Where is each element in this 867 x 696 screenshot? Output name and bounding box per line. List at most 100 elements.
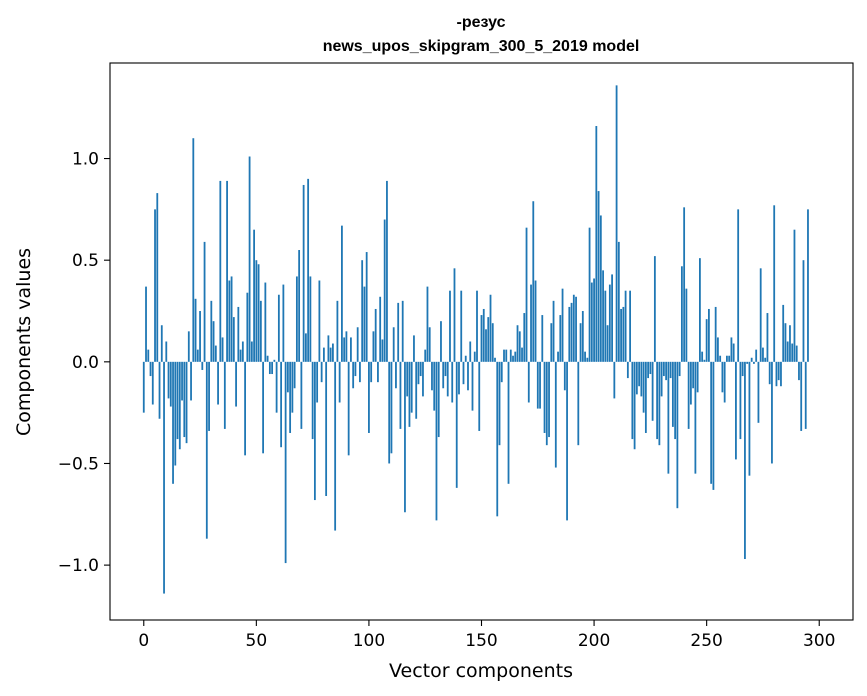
bar-component-53: [262, 361, 264, 454]
bar-component-132: [440, 321, 442, 362]
bar-component-128: [431, 361, 433, 391]
bar-component-273: [757, 361, 760, 423]
bar-component-37: [226, 180, 228, 362]
bar-component-44: [241, 341, 244, 362]
bar-component-251: [708, 308, 710, 362]
bar-component-232: [665, 361, 668, 381]
bar-component-17: [181, 361, 183, 401]
bar-component-287: [789, 325, 791, 362]
x-tick-label: 150: [465, 631, 497, 651]
bar-component-172: [530, 284, 532, 362]
bar-component-119: [410, 361, 413, 413]
bar-component-60: [277, 294, 280, 362]
bar-component-69: [298, 250, 301, 362]
bar-component-234: [669, 361, 672, 379]
bar-component-72: [304, 333, 307, 362]
bar-component-134: [444, 361, 447, 377]
bar-component-79: [320, 361, 323, 383]
bar-component-268: [746, 361, 749, 364]
bar-component-141: [460, 290, 463, 362]
bar-component-11: [167, 361, 170, 399]
bar-component-180: [548, 361, 550, 438]
bar-component-258: [723, 361, 726, 403]
bar-component-40: [232, 317, 235, 362]
bar-component-181: [550, 323, 553, 362]
bar-component-177: [541, 315, 544, 362]
bar-component-248: [701, 351, 704, 362]
bar-component-197: [586, 357, 589, 362]
bar-component-272: [755, 349, 758, 362]
bar-component-167: [518, 331, 521, 362]
bar-component-244: [692, 361, 695, 389]
bar-component-158: [498, 361, 501, 446]
bar-component-91: [347, 361, 350, 456]
bar-component-293: [802, 260, 805, 362]
bar-component-202: [597, 191, 600, 362]
bar-component-236: [674, 361, 677, 440]
bar-component-278: [768, 361, 771, 385]
bar-component-254: [714, 306, 717, 362]
bar-component-131: [437, 361, 440, 438]
y-tick-label: 1.0: [72, 150, 99, 170]
bar-component-56: [268, 361, 271, 375]
bar-component-261: [730, 337, 733, 362]
bar-component-190: [570, 302, 573, 362]
bar-component-238: [678, 361, 681, 377]
bar-component-73: [307, 178, 310, 362]
bar-component-68: [295, 276, 298, 362]
bar-component-27: [203, 241, 206, 362]
bar-component-230: [660, 361, 663, 397]
bar-component-237: [676, 361, 679, 509]
bar-component-77: [316, 361, 319, 403]
y-tick-label: −1.0: [58, 556, 99, 576]
bar-component-20: [187, 331, 190, 362]
bar-component-147: [473, 351, 476, 362]
bar-component-71: [302, 184, 305, 362]
bar-component-61: [280, 361, 283, 448]
bar-component-204: [602, 270, 604, 362]
bar-component-92: [350, 337, 352, 362]
bar-component-18: [183, 361, 186, 438]
bar-component-196: [584, 351, 586, 362]
bar-component-154: [489, 294, 492, 362]
bar-component-189: [568, 306, 571, 362]
bar-component-64: [286, 361, 289, 393]
bar-component-108: [386, 180, 388, 362]
bar-component-23: [194, 298, 197, 362]
x-tick-label: 300: [803, 631, 835, 651]
bar-component-31: [212, 321, 215, 362]
bar-component-224: [647, 361, 650, 379]
bar-component-219: [635, 361, 638, 395]
bar-component-143: [464, 355, 467, 362]
bar-component-15: [176, 361, 179, 440]
x-tick-label: 200: [578, 631, 610, 651]
bar-component-193: [577, 361, 580, 446]
bar-component-135: [446, 361, 449, 397]
bar-component-42: [237, 306, 240, 362]
bar-component-262: [732, 343, 735, 362]
bar-component-221: [640, 361, 643, 397]
bar-component-188: [566, 361, 568, 521]
bar-component-171: [527, 361, 530, 403]
chart-subtitle: news_upos_skipgram_300_5_2019 model: [323, 38, 640, 55]
bar-component-112: [395, 361, 397, 389]
bar-component-203: [599, 215, 602, 362]
bar-component-185: [559, 315, 562, 362]
bar-component-22: [192, 138, 195, 362]
bar-component-95: [356, 327, 359, 362]
bar-component-192: [575, 296, 577, 362]
bar-component-145: [469, 341, 472, 362]
bar-component-269: [748, 361, 751, 476]
bar-component-8: [160, 325, 163, 362]
bar-component-93: [352, 361, 355, 389]
bar-component-155: [491, 323, 494, 362]
bar-component-270: [750, 357, 753, 362]
bar-component-276: [764, 357, 767, 362]
bar-component-213: [622, 306, 625, 362]
bar-component-99: [365, 252, 368, 362]
bar-component-259: [726, 355, 728, 362]
bar-component-291: [798, 361, 800, 381]
bar-component-182: [552, 300, 555, 362]
bar-component-24: [196, 349, 199, 362]
bar-component-103: [374, 308, 377, 362]
